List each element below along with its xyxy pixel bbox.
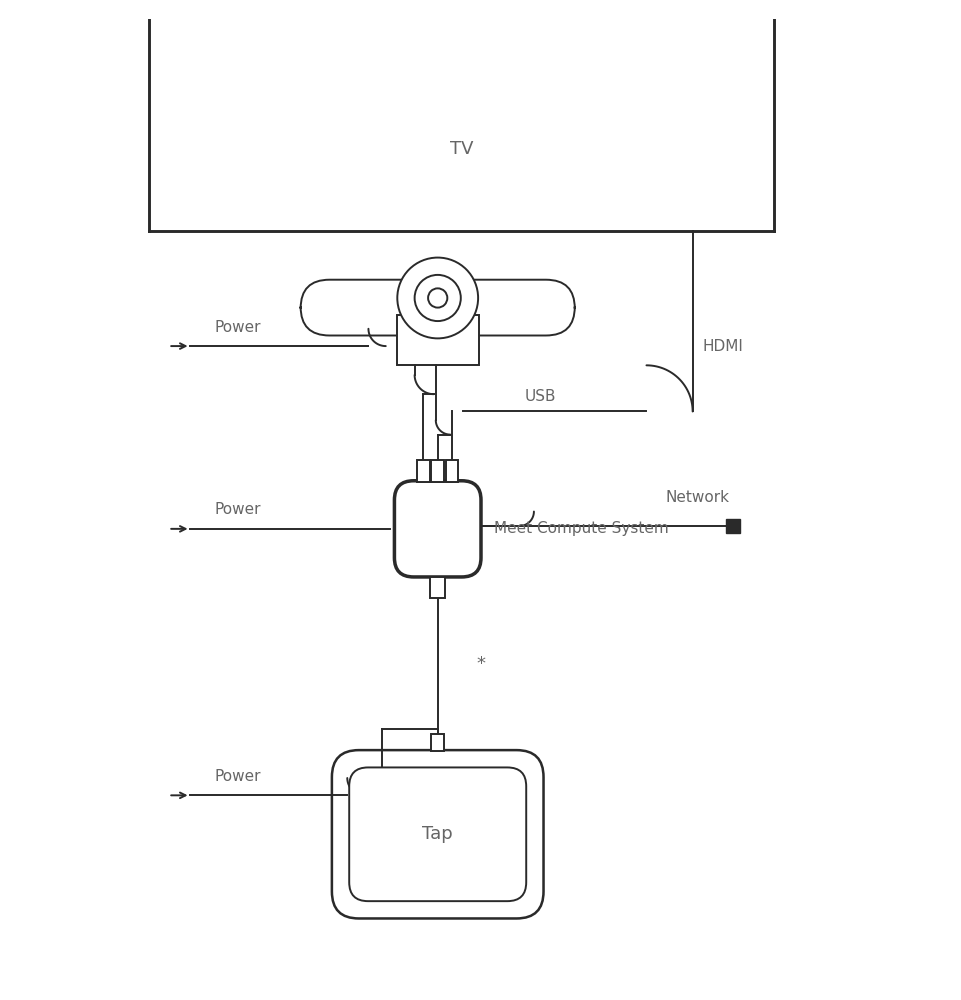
FancyBboxPatch shape [300, 280, 574, 335]
Text: USB: USB [524, 389, 555, 404]
FancyBboxPatch shape [431, 734, 444, 751]
Text: Power: Power [214, 320, 260, 335]
Circle shape [397, 258, 478, 338]
Circle shape [414, 275, 460, 321]
Text: Power: Power [214, 502, 260, 517]
Circle shape [428, 288, 447, 308]
FancyBboxPatch shape [397, 315, 479, 365]
FancyBboxPatch shape [430, 577, 445, 598]
Text: *: * [476, 655, 485, 673]
FancyBboxPatch shape [332, 750, 543, 918]
Text: TV: TV [450, 140, 473, 158]
Text: Meet Compute System: Meet Compute System [493, 521, 668, 536]
Bar [726, 519, 739, 533]
FancyBboxPatch shape [445, 460, 457, 482]
FancyBboxPatch shape [431, 460, 443, 482]
FancyBboxPatch shape [349, 767, 526, 901]
FancyBboxPatch shape [416, 460, 429, 482]
Text: Tap: Tap [422, 825, 453, 843]
Text: HDMI: HDMI [702, 339, 742, 354]
FancyBboxPatch shape [394, 481, 480, 577]
Text: Power: Power [214, 769, 260, 784]
Text: Network: Network [664, 490, 728, 505]
